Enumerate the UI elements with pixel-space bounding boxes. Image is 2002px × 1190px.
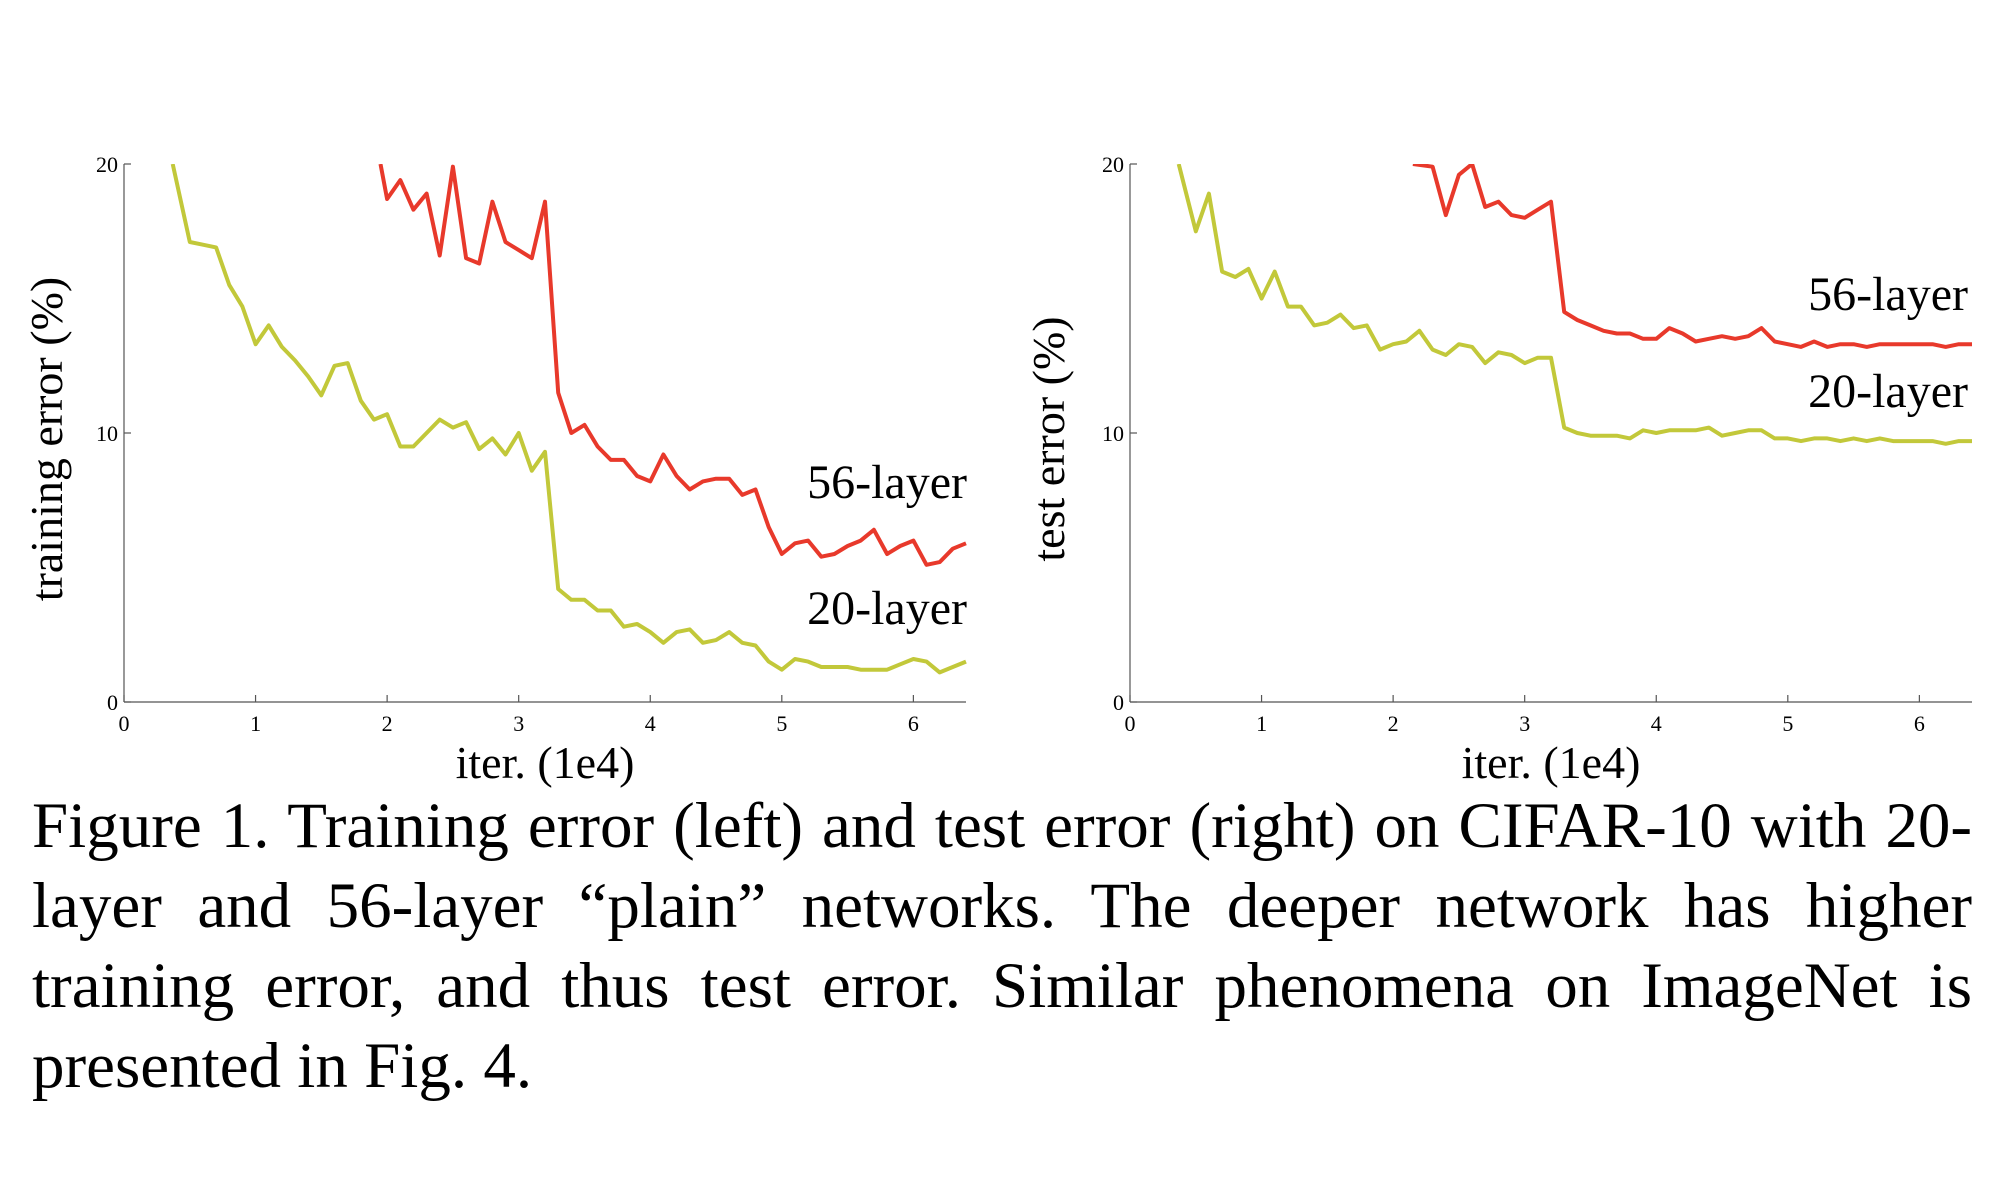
series-label-56-layer: 56-layer xyxy=(807,456,967,509)
x-tick-label: 5 xyxy=(776,711,787,736)
series-line-20-layer xyxy=(170,164,967,675)
x-tick-label: 6 xyxy=(1914,711,1925,736)
y-tick-label: 20 xyxy=(1102,152,1124,177)
y-tick-label: 20 xyxy=(96,152,118,177)
series-line-56-layer xyxy=(378,164,967,567)
y-axis-label: training error (%) xyxy=(21,277,72,601)
x-tick-label: 6 xyxy=(908,711,919,736)
x-tick-label: 3 xyxy=(1519,711,1530,736)
series-line-56-layer xyxy=(1412,164,1972,349)
x-tick-label: 0 xyxy=(119,711,130,736)
y-tick-label: 10 xyxy=(1102,421,1124,446)
x-tick-label: 3 xyxy=(513,711,524,736)
x-tick-label: 2 xyxy=(382,711,393,736)
series-label-56-layer: 56-layer xyxy=(1808,268,1968,321)
y-tick-label: 10 xyxy=(96,421,118,446)
x-tick-label: 0 xyxy=(1125,711,1136,736)
test-error-chart: 0 1 2 3 4 5 6 0 10 20 iter. (1e4) test error (%) 56-… xyxy=(1023,152,1972,788)
x-tick-label: 1 xyxy=(250,711,261,736)
x-tick-label: 2 xyxy=(1388,711,1399,736)
x-tick-label: 1 xyxy=(1256,711,1267,736)
series-line-20-layer xyxy=(1176,164,1972,446)
y-tick-label: 0 xyxy=(1113,690,1124,715)
x-tick-label: 4 xyxy=(1651,711,1662,736)
y-tick-label: 0 xyxy=(107,690,118,715)
x-axis-label: iter. (1e4) xyxy=(1462,737,1641,788)
training-error-chart: 0 1 2 3 4 5 6 0 10 20 iter. (1e4) training error (%… xyxy=(21,152,967,788)
y-axis-label: test error (%) xyxy=(1023,316,1074,561)
figure-caption: Figure 1. Training error (left) and test… xyxy=(32,790,1972,1102)
x-axis-label: iter. (1e4) xyxy=(456,737,635,788)
series-label-20-layer: 20-layer xyxy=(1808,365,1968,418)
x-tick-label: 5 xyxy=(1782,711,1793,736)
series-label-20-layer: 20-layer xyxy=(807,582,967,635)
x-tick-label: 4 xyxy=(645,711,656,736)
